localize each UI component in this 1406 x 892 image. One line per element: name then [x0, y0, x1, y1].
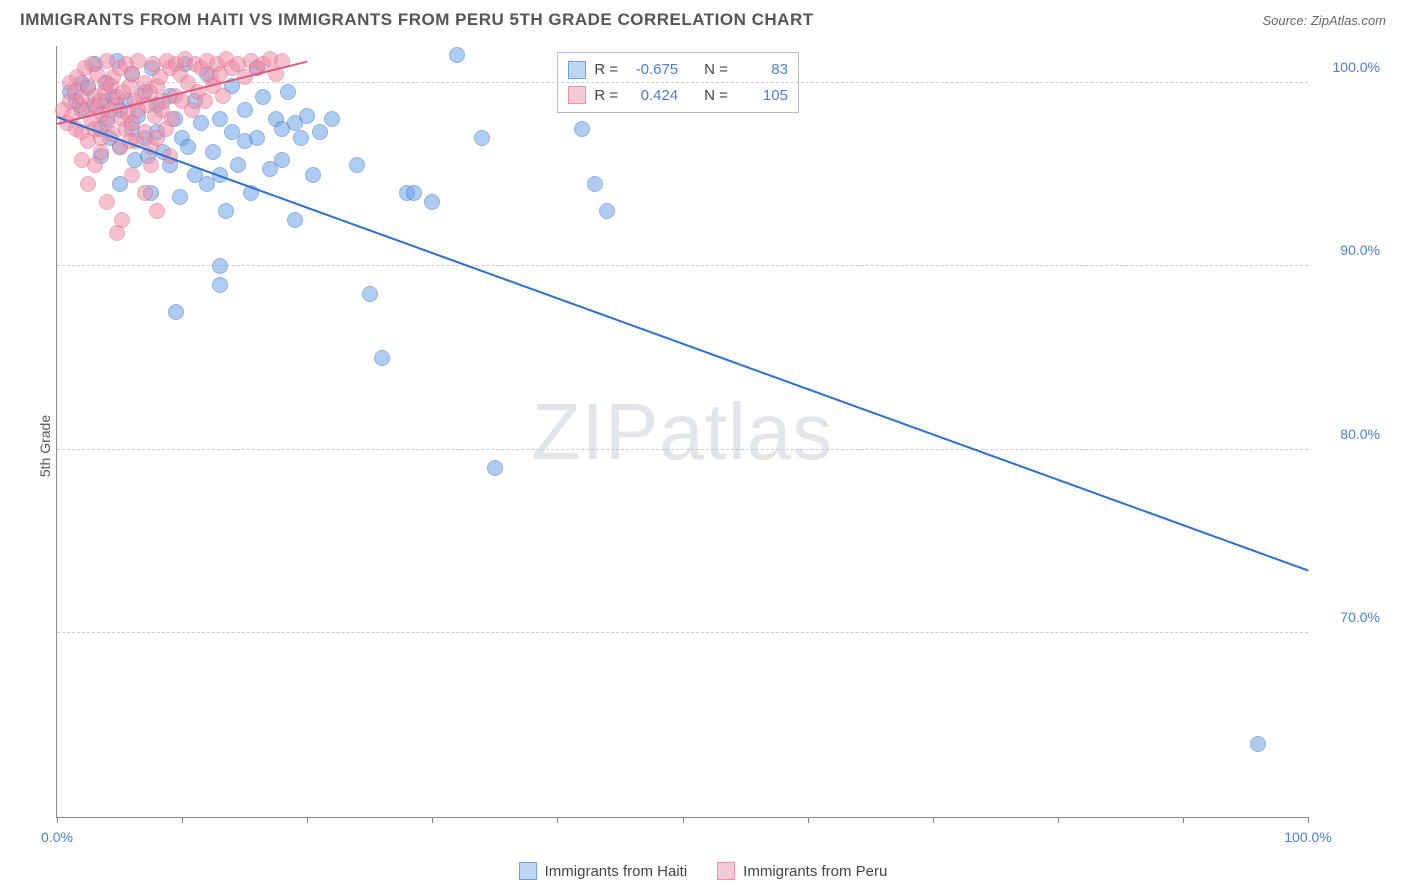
y-tick-label: 100.0%	[1316, 59, 1380, 75]
y-tick-label: 80.0%	[1316, 426, 1380, 442]
scatter-point	[287, 212, 303, 228]
scatter-point	[237, 102, 253, 118]
x-tick-mark	[933, 817, 934, 823]
scatter-point	[349, 157, 365, 173]
x-tick-mark	[808, 817, 809, 823]
plot-area: ZIPatlas R =-0.675N =83R =0.424N =105 70…	[56, 46, 1308, 818]
scatter-point	[212, 277, 228, 293]
scatter-point	[212, 111, 228, 127]
scatter-point	[124, 167, 140, 183]
scatter-point	[130, 53, 146, 69]
stat-n-value: 105	[736, 83, 788, 109]
x-tick-mark	[57, 817, 58, 823]
scatter-point	[362, 286, 378, 302]
gridline-h	[57, 632, 1308, 633]
scatter-point	[424, 194, 440, 210]
bottom-legend: Immigrants from Haiti Immigrants from Per…	[0, 862, 1406, 880]
scatter-point	[137, 185, 153, 201]
series-swatch	[717, 862, 735, 880]
scatter-point	[305, 167, 321, 183]
scatter-point	[74, 152, 90, 168]
stat-r-label: R =	[594, 83, 618, 109]
stats-row: R = -0.675 N = 83	[568, 57, 788, 83]
stat-n-value: 83	[736, 57, 788, 83]
trend-line	[57, 116, 1309, 571]
scatter-point	[587, 176, 603, 192]
y-tick-label: 70.0%	[1316, 609, 1380, 625]
x-tick-label: 0.0%	[41, 829, 73, 845]
x-tick-label: 100.0%	[1284, 829, 1331, 845]
scatter-point	[215, 88, 231, 104]
scatter-point	[205, 144, 221, 160]
scatter-point	[168, 304, 184, 320]
stats-row: R = 0.424 N = 105	[568, 83, 788, 109]
x-tick-mark	[557, 817, 558, 823]
x-tick-mark	[307, 817, 308, 823]
x-tick-mark	[1183, 817, 1184, 823]
scatter-point	[218, 203, 234, 219]
stat-r-label: R =	[594, 57, 618, 83]
gridline-h	[57, 449, 1308, 450]
scatter-point	[197, 93, 213, 109]
scatter-point	[293, 130, 309, 146]
scatter-point	[80, 176, 96, 192]
scatter-point	[574, 121, 590, 137]
scatter-point	[487, 460, 503, 476]
legend-item: Immigrants from Haiti	[519, 862, 688, 880]
scatter-point	[474, 130, 490, 146]
stat-r-value: -0.675	[626, 57, 678, 83]
scatter-point	[280, 84, 296, 100]
source-label: Source: ZipAtlas.com	[1262, 13, 1386, 28]
scatter-point	[99, 194, 115, 210]
scatter-point	[324, 111, 340, 127]
scatter-point	[172, 189, 188, 205]
scatter-point	[255, 89, 271, 105]
stat-r-value: 0.424	[626, 83, 678, 109]
scatter-point	[274, 152, 290, 168]
watermark-thin: atlas	[659, 387, 833, 476]
scatter-point	[180, 139, 196, 155]
x-tick-mark	[432, 817, 433, 823]
scatter-point	[149, 203, 165, 219]
legend-item: Immigrants from Peru	[717, 862, 887, 880]
scatter-point	[406, 185, 422, 201]
scatter-point	[299, 108, 315, 124]
x-tick-mark	[182, 817, 183, 823]
x-tick-mark	[683, 817, 684, 823]
stat-n-label: N =	[704, 83, 728, 109]
scatter-point	[449, 47, 465, 63]
series-swatch	[519, 862, 537, 880]
scatter-point	[312, 124, 328, 140]
series-swatch	[568, 86, 586, 104]
gridline-h	[57, 265, 1308, 266]
scatter-point	[212, 258, 228, 274]
watermark: ZIPatlas	[532, 386, 833, 478]
watermark-bold: ZIP	[532, 387, 659, 476]
scatter-point	[109, 225, 125, 241]
y-tick-label: 90.0%	[1316, 242, 1380, 258]
stat-n-label: N =	[704, 57, 728, 83]
series-swatch	[568, 61, 586, 79]
scatter-point	[143, 157, 159, 173]
scatter-point	[374, 350, 390, 366]
scatter-point	[164, 111, 180, 127]
scatter-point	[93, 144, 109, 160]
legend-label: Immigrants from Peru	[743, 863, 887, 880]
scatter-point	[249, 130, 265, 146]
chart-container: ZIPatlas R = -0.675 N = 83 R = 0.424 N = 105 70…	[46, 42, 1386, 842]
chart-title: IMMIGRANTS FROM HAITI VS IMMIGRANTS FROM…	[20, 10, 814, 30]
legend-label: Immigrants from Haiti	[545, 863, 688, 880]
scatter-point	[230, 157, 246, 173]
scatter-point	[1250, 736, 1266, 752]
x-tick-mark	[1058, 817, 1059, 823]
x-tick-mark	[1308, 817, 1309, 823]
scatter-point	[599, 203, 615, 219]
